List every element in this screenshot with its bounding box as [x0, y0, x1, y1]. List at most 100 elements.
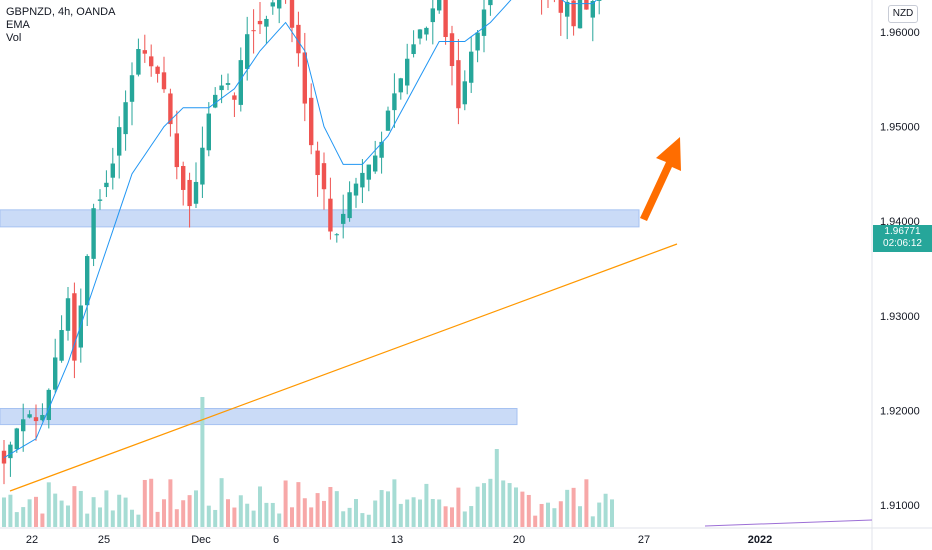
candle-body[interactable]	[373, 155, 378, 172]
candle-body[interactable]	[590, 0, 595, 18]
candle-body[interactable]	[155, 66, 160, 74]
candle-body[interactable]	[315, 150, 320, 176]
candle-body[interactable]	[379, 141, 384, 158]
support-resistance-zone[interactable]	[0, 408, 518, 426]
candle-body[interactable]	[392, 93, 397, 111]
candle-body[interactable]	[443, 0, 448, 38]
bar-countdown: 02:06:12	[883, 238, 922, 249]
candle-body[interactable]	[385, 110, 391, 131]
candle-body[interactable]	[353, 183, 359, 196]
candle-body[interactable]	[565, 1, 570, 17]
ema-indicator-label[interactable]: EMA	[6, 19, 30, 31]
candle-body[interactable]	[571, 0, 576, 27]
candle-body[interactable]	[72, 293, 77, 361]
candle-body[interactable]	[232, 95, 237, 100]
candle-body[interactable]	[584, 0, 589, 10]
candle-body[interactable]	[238, 60, 243, 105]
candle-body[interactable]	[27, 414, 32, 418]
candle-body[interactable]	[59, 330, 64, 361]
candle-body[interactable]	[462, 81, 467, 105]
candle-body[interactable]	[46, 389, 51, 421]
candle-body[interactable]	[225, 83, 231, 85]
trend-line[interactable]	[9, 243, 678, 492]
candle-body[interactable]	[181, 166, 186, 190]
volume-bar	[533, 515, 538, 527]
candle-body[interactable]	[321, 163, 327, 190]
candle-body[interactable]	[334, 234, 339, 236]
candle-body[interactable]	[430, 8, 435, 23]
candle-body[interactable]	[264, 18, 269, 27]
candle-body[interactable]	[347, 192, 352, 219]
candle-body[interactable]	[257, 20, 263, 25]
candle-body[interactable]	[437, 0, 442, 11]
candle-body[interactable]	[245, 34, 250, 69]
candle-body[interactable]	[14, 428, 19, 450]
candle-body[interactable]	[33, 417, 39, 422]
candle-body[interactable]	[398, 78, 403, 93]
candle-body[interactable]	[405, 58, 410, 86]
candle-body[interactable]	[360, 172, 365, 188]
projection-arrow[interactable]	[640, 137, 681, 221]
candle-body[interactable]	[91, 208, 96, 259]
candle-body[interactable]	[187, 179, 192, 207]
candle-body[interactable]	[597, 0, 602, 1]
volume-bar	[315, 493, 320, 527]
candle-body[interactable]	[65, 298, 71, 331]
candle-body[interactable]	[104, 182, 109, 188]
candle-body[interactable]	[200, 147, 205, 185]
candle-body[interactable]	[481, 9, 487, 36]
candle-body[interactable]	[366, 164, 371, 180]
candle-body[interactable]	[469, 51, 474, 83]
candle-body[interactable]	[558, 0, 563, 13]
candle-body[interactable]	[302, 52, 307, 104]
candle-body[interactable]	[136, 49, 141, 75]
candle-body[interactable]	[21, 419, 26, 432]
candle-body[interactable]	[149, 56, 154, 67]
candle-body[interactable]	[296, 24, 301, 54]
candle-body[interactable]	[424, 27, 429, 35]
volume-bar	[392, 479, 397, 527]
candle-body[interactable]	[161, 72, 167, 90]
candle-body[interactable]	[475, 32, 480, 51]
candle-body[interactable]	[341, 213, 346, 224]
candle-body[interactable]	[277, 0, 282, 9]
candle-body[interactable]	[456, 60, 461, 109]
candle-body[interactable]	[123, 102, 128, 135]
volume-bar	[347, 507, 352, 527]
drawing-line[interactable]	[704, 519, 873, 527]
support-resistance-zone[interactable]	[0, 209, 640, 228]
volume-bar	[462, 511, 467, 527]
candle-body[interactable]	[449, 33, 455, 67]
symbol-title[interactable]: GBPNZD, 4h, OANDA	[6, 6, 116, 18]
candle-body[interactable]	[97, 199, 103, 201]
candle-body[interactable]	[85, 256, 90, 306]
currency-badge[interactable]: NZD	[888, 5, 918, 23]
candle-body[interactable]	[53, 357, 58, 390]
candle-body[interactable]	[129, 75, 135, 102]
candle-body[interactable]	[174, 133, 179, 168]
candle-body[interactable]	[206, 113, 211, 151]
candle-body[interactable]	[142, 50, 147, 54]
candle-body[interactable]	[270, 2, 275, 7]
candle-body[interactable]	[193, 181, 199, 204]
candle-body[interactable]	[8, 444, 13, 459]
candle-body[interactable]	[213, 94, 218, 108]
volume-bar	[277, 513, 282, 527]
candle-body[interactable]	[577, 0, 583, 29]
volume-bar	[507, 483, 512, 527]
volume-indicator-label[interactable]: Vol	[6, 32, 22, 44]
candle-body[interactable]	[488, 0, 493, 6]
candle-body[interactable]	[289, 0, 295, 28]
candle-body[interactable]	[411, 44, 416, 55]
candle-body[interactable]	[110, 163, 115, 178]
candle-body[interactable]	[117, 127, 122, 156]
candle-body[interactable]	[328, 198, 333, 232]
candle-body[interactable]	[309, 97, 314, 146]
candle-body[interactable]	[251, 30, 256, 32]
candle-body[interactable]	[168, 93, 173, 125]
candle-body[interactable]	[219, 85, 224, 91]
candle-body[interactable]	[40, 414, 45, 421]
candle-body[interactable]	[417, 29, 423, 39]
